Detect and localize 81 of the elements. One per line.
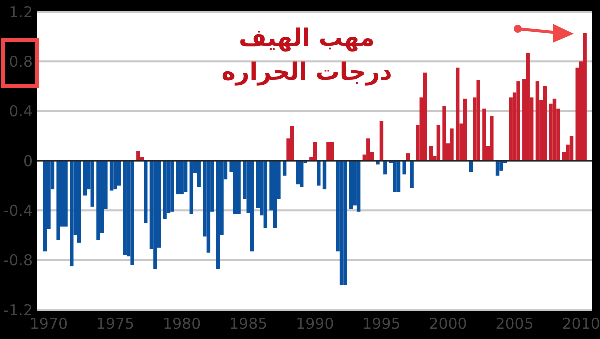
bar [380, 121, 384, 161]
bar [237, 161, 241, 214]
bar [130, 161, 134, 266]
text: درجات الحراره [222, 58, 392, 86]
bar [313, 142, 318, 161]
bar [424, 72, 428, 161]
bar [70, 161, 74, 267]
y-tick-label: -0.8 [4, 252, 33, 270]
bar [442, 106, 446, 161]
bar [570, 136, 574, 161]
y-tick-label: 0.4 [9, 102, 33, 121]
bar [583, 33, 587, 161]
bar [300, 161, 304, 188]
x-tick-label: 1980 [162, 315, 202, 333]
bar [450, 128, 454, 161]
bar [197, 161, 201, 188]
bar [90, 161, 94, 207]
x-tick-label: 1985 [230, 315, 268, 333]
bar [402, 161, 406, 175]
bar [456, 68, 460, 161]
bar [83, 161, 88, 196]
y-tick-label: 0.8 [9, 52, 33, 71]
bar [64, 161, 68, 227]
bar [190, 161, 194, 214]
text: مهب الهيف [239, 24, 375, 52]
bar [56, 161, 60, 240]
x-tick-label: 1995 [362, 315, 401, 333]
bar [543, 86, 548, 161]
y-tick-label: 1.2 [9, 3, 33, 22]
bar [233, 161, 238, 214]
bar [136, 151, 140, 161]
x-tick-label: 2010 [562, 315, 600, 333]
bar [366, 138, 370, 161]
bar [110, 161, 114, 191]
bar [340, 161, 344, 286]
bar [117, 161, 122, 186]
x-tick-label: 2000 [429, 315, 468, 333]
bar [290, 126, 294, 161]
y-tick-label: -0.4 [4, 202, 33, 220]
x-tick-label: 2005 [496, 315, 534, 333]
bar [250, 161, 254, 252]
bar [526, 52, 530, 161]
bar [154, 161, 158, 270]
bar [322, 161, 327, 190]
bar [96, 161, 100, 240]
bar [482, 108, 486, 161]
bar [170, 161, 174, 212]
bar [436, 124, 441, 161]
bar [273, 161, 278, 228]
bar [176, 161, 180, 195]
bar [516, 82, 520, 161]
bar [123, 161, 127, 256]
bar [552, 98, 557, 161]
bar [264, 161, 268, 228]
bar [344, 161, 348, 286]
bar [393, 161, 397, 192]
bar [114, 161, 118, 190]
x-tick-label: 1990 [296, 315, 334, 333]
bar [144, 161, 148, 224]
bar [490, 116, 494, 161]
bar [77, 161, 82, 243]
bar [476, 80, 480, 161]
y-tick-label: 0 [23, 152, 33, 170]
bar [536, 82, 540, 161]
bar [396, 161, 401, 192]
bar [356, 161, 361, 212]
bar [330, 142, 334, 161]
bar [429, 146, 434, 161]
bar [163, 161, 167, 220]
bar [384, 161, 388, 175]
bar [463, 98, 468, 161]
bar [350, 161, 354, 210]
bar [184, 161, 188, 192]
bar [43, 161, 48, 252]
bar [317, 161, 321, 186]
bar [410, 161, 414, 188]
bar [180, 161, 184, 195]
x-tick-label: 1975 [96, 315, 135, 333]
bar [326, 142, 330, 161]
bar [206, 161, 211, 253]
bar [216, 161, 220, 270]
